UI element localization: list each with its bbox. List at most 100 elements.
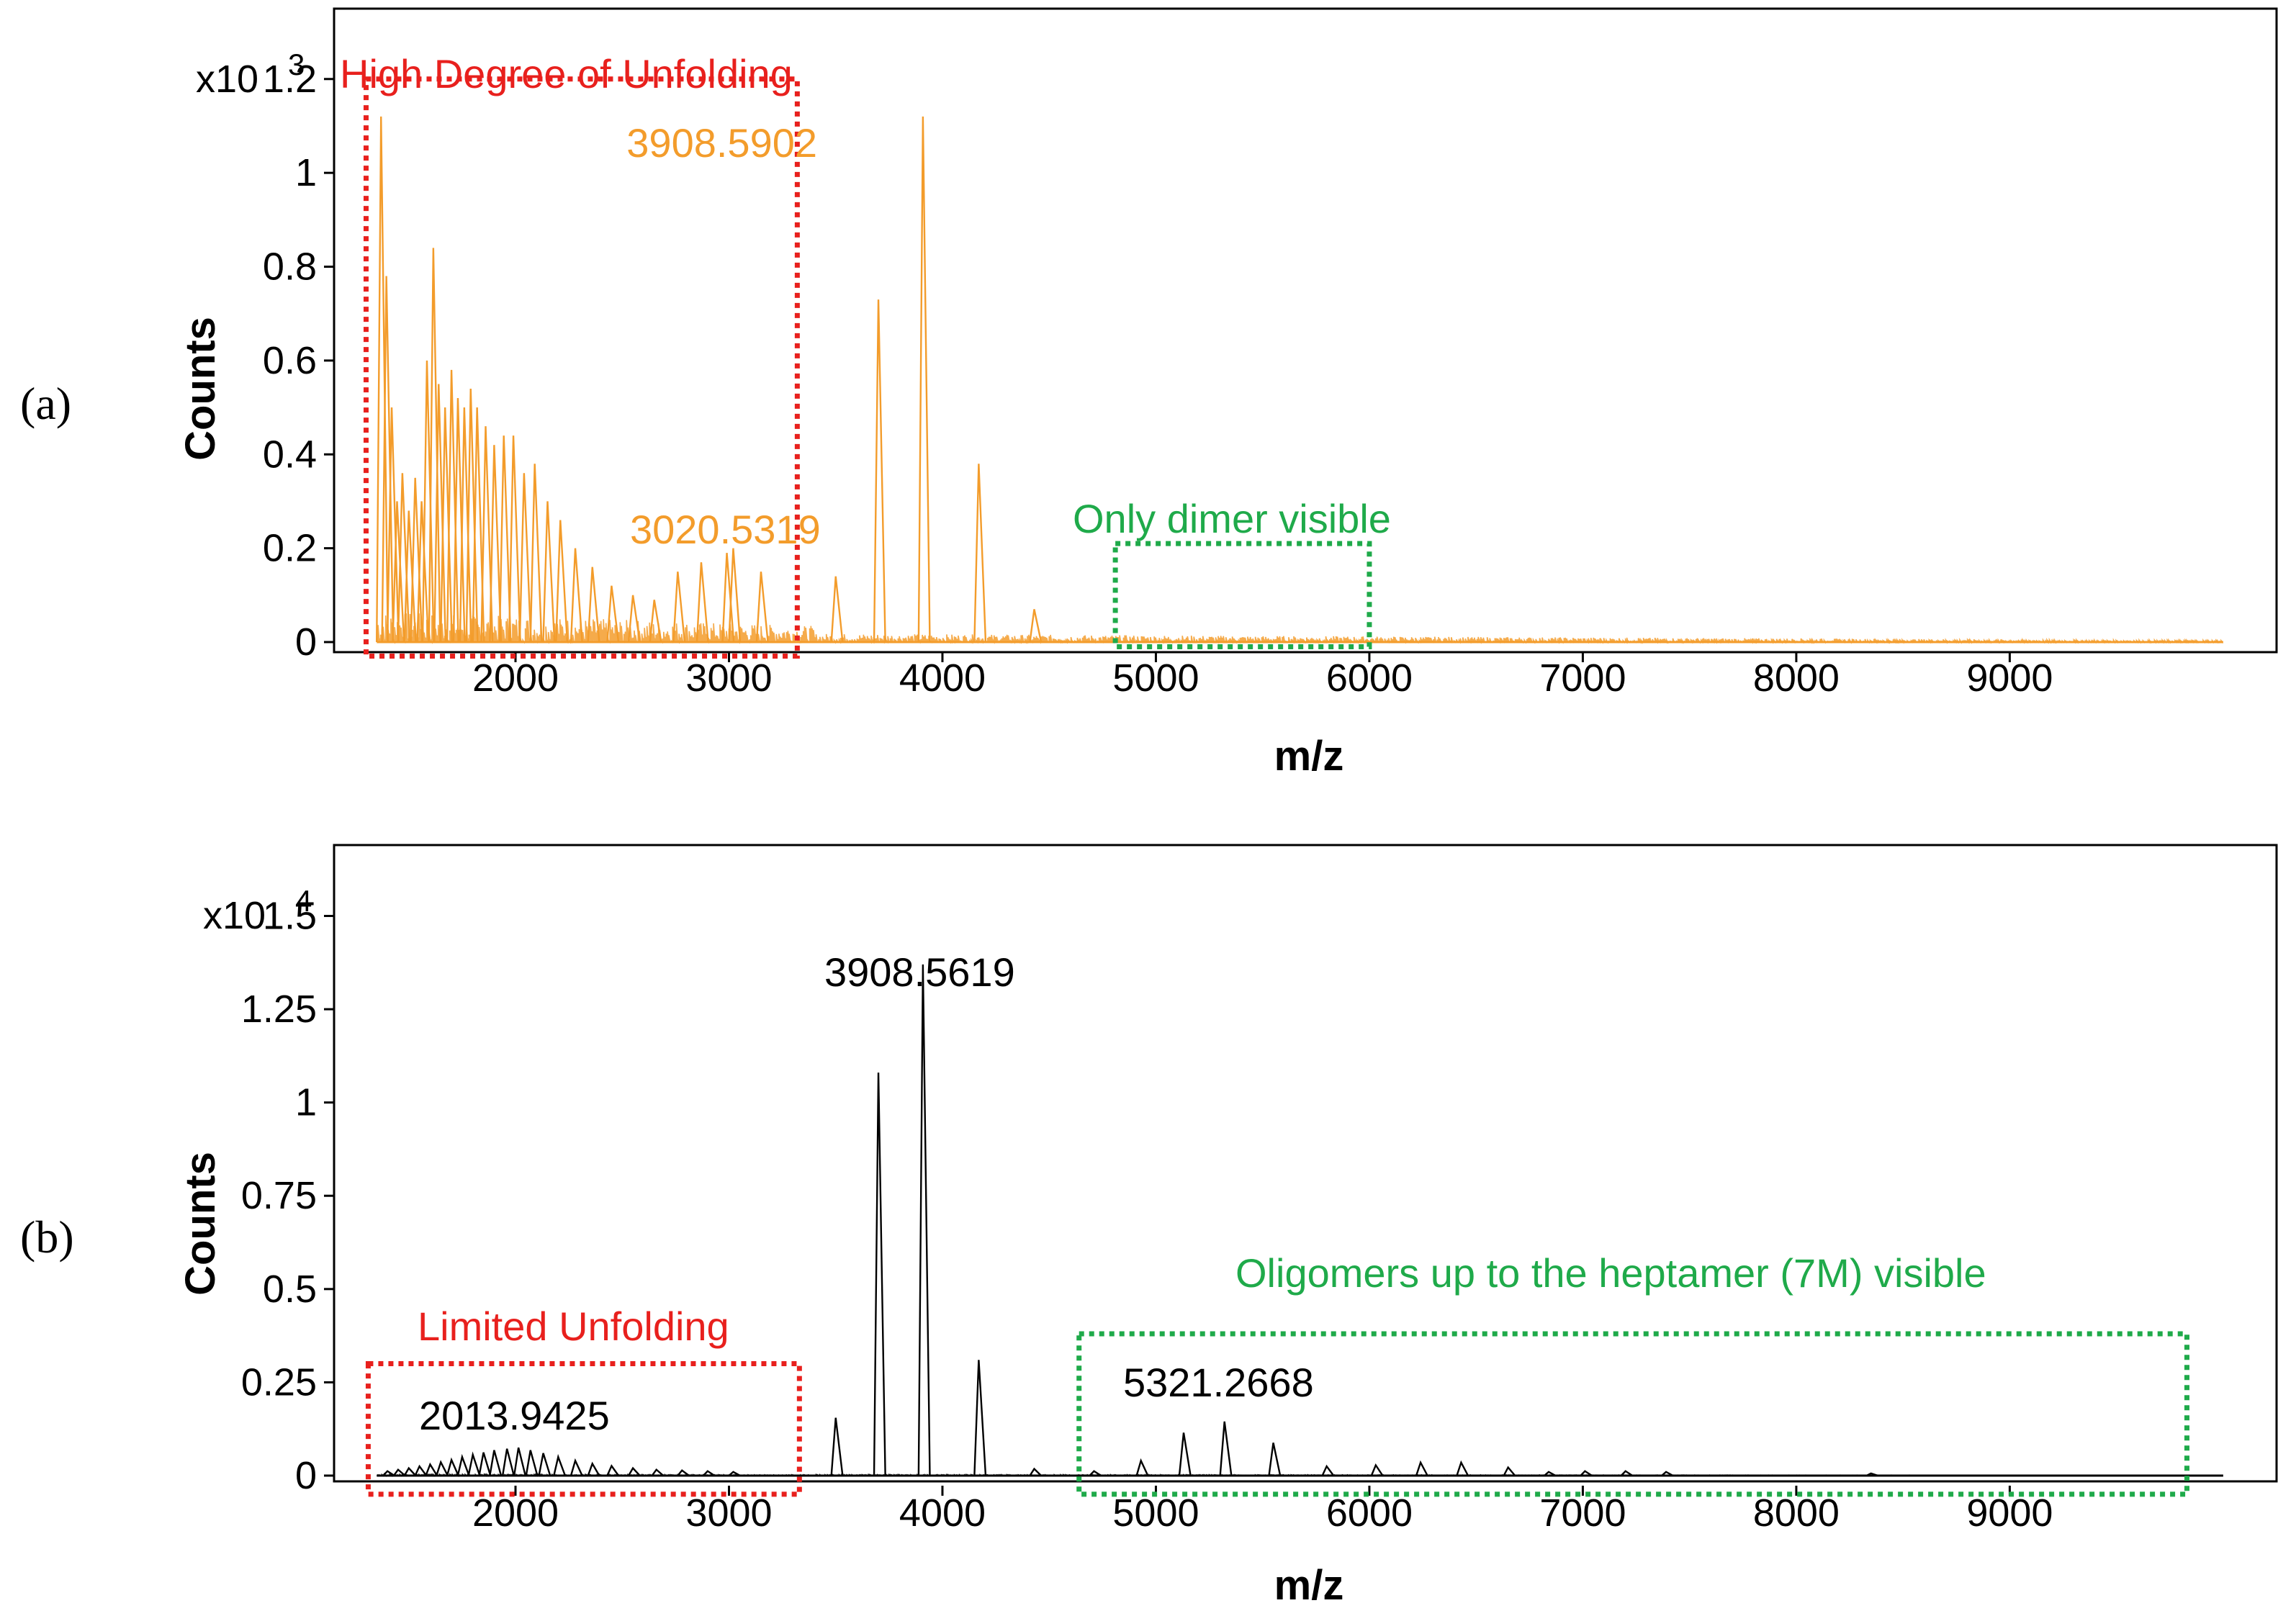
region-label: Oligomers up to the heptamer (7M) visibl…	[1235, 1250, 1986, 1296]
spectrum-peak	[606, 585, 620, 643]
spectrum-peak	[1661, 1471, 1674, 1477]
spectrum-peak	[538, 1453, 552, 1476]
spectrum-peak	[403, 510, 417, 643]
spectrum-peak	[672, 572, 686, 643]
region-label: High Degree of Unfolding	[340, 51, 793, 96]
spectrum-peak	[1268, 1442, 1282, 1476]
highlight-region-box	[1076, 1331, 2189, 1497]
spectrum-peak	[830, 1417, 844, 1476]
y-axis-b: 0 0.25 0.5 0.75 1 1.25 1.5	[241, 894, 334, 1497]
spectrum-peak	[428, 248, 441, 643]
peak-annotation: 2013.9425	[419, 1393, 610, 1438]
spectrum-peak	[446, 1457, 459, 1476]
spectrum-peak	[1866, 1472, 1878, 1477]
highlight-region-box	[365, 1360, 802, 1497]
y-tick-label: 0	[295, 620, 317, 664]
spectrum-peak	[525, 1450, 539, 1476]
y-axis-label-b: Counts	[177, 1152, 224, 1296]
spectrum-peak	[459, 407, 472, 643]
y-multiplier-a: x10	[196, 58, 258, 101]
x-tick-label: 4000	[899, 656, 986, 700]
spectrum-peak	[973, 1360, 987, 1476]
y-tick-label: 1.5	[263, 894, 317, 937]
x-axis-a: 2000 3000 4000 5000 6000 7000 8000 9000	[377, 641, 2223, 700]
spectrum-peak	[529, 464, 543, 643]
spectrum-peak	[830, 576, 844, 643]
spectrum-peak	[501, 1448, 515, 1476]
spectrum-peak	[695, 562, 709, 643]
x-axis-label-a: m/z	[1274, 733, 1344, 780]
x-tick-label: 8000	[1753, 1491, 1840, 1535]
spectrum-peak	[728, 1471, 741, 1477]
highlight-region-box	[1112, 541, 1372, 650]
spectrum-peak	[489, 445, 503, 643]
panel-label-a: (a)	[20, 378, 71, 429]
x-tick-label: 2000	[472, 1491, 559, 1535]
spectrum-peak	[433, 384, 447, 643]
spectrum-peak	[917, 116, 931, 643]
peak-annotation: 3908.5902	[626, 120, 817, 166]
y-tick-label: 1	[295, 1081, 317, 1124]
spectrum-peak	[873, 299, 886, 643]
spectrum-peak	[728, 548, 742, 643]
annotations-a: 3908.5902 3020.5319	[626, 120, 820, 552]
noise-floor	[377, 1472, 2223, 1478]
spectrum-peak	[1135, 1458, 1149, 1476]
spectrum-peak	[1580, 1470, 1593, 1477]
spectrum-peak	[917, 964, 931, 1476]
spectrum-peak	[518, 473, 532, 643]
y-tick-label: 1.2	[263, 58, 317, 101]
spectrum-peak	[702, 1470, 716, 1477]
annotations-b: 3908.5619 2013.9425 5321.2668	[419, 949, 1314, 1438]
spectrum-peak	[446, 369, 459, 643]
spectrum-peak	[381, 276, 395, 643]
y-tick-label: 0.6	[263, 339, 317, 382]
spectrum-peak	[416, 501, 430, 643]
spectrum-peak	[1219, 1421, 1233, 1476]
plot-frame-b	[333, 844, 2278, 1483]
x-tick-label: 9000	[1966, 1491, 2053, 1535]
spectrum-peak	[973, 464, 987, 643]
y-tick-label: 0.25	[241, 1360, 317, 1404]
spectrum-peak	[755, 572, 769, 643]
spectrum-peak	[508, 435, 521, 643]
spectrum-peak	[606, 1464, 620, 1476]
spectrum-peak	[392, 501, 405, 643]
highlight-region-box	[363, 76, 800, 659]
regions-b: Limited Unfolding Oligomers up to the hep…	[365, 1250, 2189, 1497]
x-axis-b: 2000 3000 4000 5000 6000 7000 8000 9000	[377, 1474, 2223, 1535]
spectrum-series-a	[376, 116, 2223, 645]
spectrum-peak	[570, 1458, 583, 1476]
panel-a: (a) x10 3 0 0.2 0.4 0.6 0.8 1 1.2 2000 3000 4000…	[20, 7, 2278, 780]
spectrum-peak	[721, 553, 735, 643]
spectrum-peak	[465, 388, 479, 643]
y-tick-label: 1	[295, 151, 317, 194]
peak-annotation: 3020.5319	[630, 507, 821, 552]
spectrum-peak	[1321, 1464, 1335, 1476]
spectrum-peak	[513, 1447, 526, 1476]
plot-frame-a	[333, 7, 2278, 654]
y-tick-label: 0.2	[263, 527, 317, 570]
spectrum-peak	[627, 595, 641, 643]
spectrum-peak	[392, 1468, 406, 1476]
spectrum-peak	[628, 1466, 641, 1476]
x-tick-label: 7000	[1539, 1491, 1626, 1535]
y-axis-a: 0 0.2 0.4 0.6 0.8 1 1.2	[263, 58, 334, 664]
spectrum-series-b	[377, 964, 2223, 1478]
spectrum-peak	[467, 1451, 481, 1476]
y-tick-label: 0.8	[263, 245, 317, 289]
x-tick-label: 9000	[1966, 656, 2053, 700]
region-label: Limited Unfolding	[418, 1304, 729, 1349]
x-tick-label: 6000	[1326, 1491, 1413, 1535]
panel-b: (b) x10 4 0 0.25 0.5 0.75 1 1.25 1.5 2000 3000 4…	[20, 844, 2278, 1609]
spectrum-peak	[498, 435, 512, 643]
spectrum-peak	[436, 1460, 449, 1476]
peak-annotation: 3908.5619	[824, 949, 1015, 995]
spectrum-peak	[570, 548, 583, 643]
x-tick-label: 3000	[685, 1491, 772, 1535]
spectrum-peak	[1456, 1460, 1469, 1476]
spectrum-peak	[542, 501, 556, 643]
spectrum-peak	[587, 566, 600, 643]
spectrum-peak	[873, 1073, 886, 1476]
